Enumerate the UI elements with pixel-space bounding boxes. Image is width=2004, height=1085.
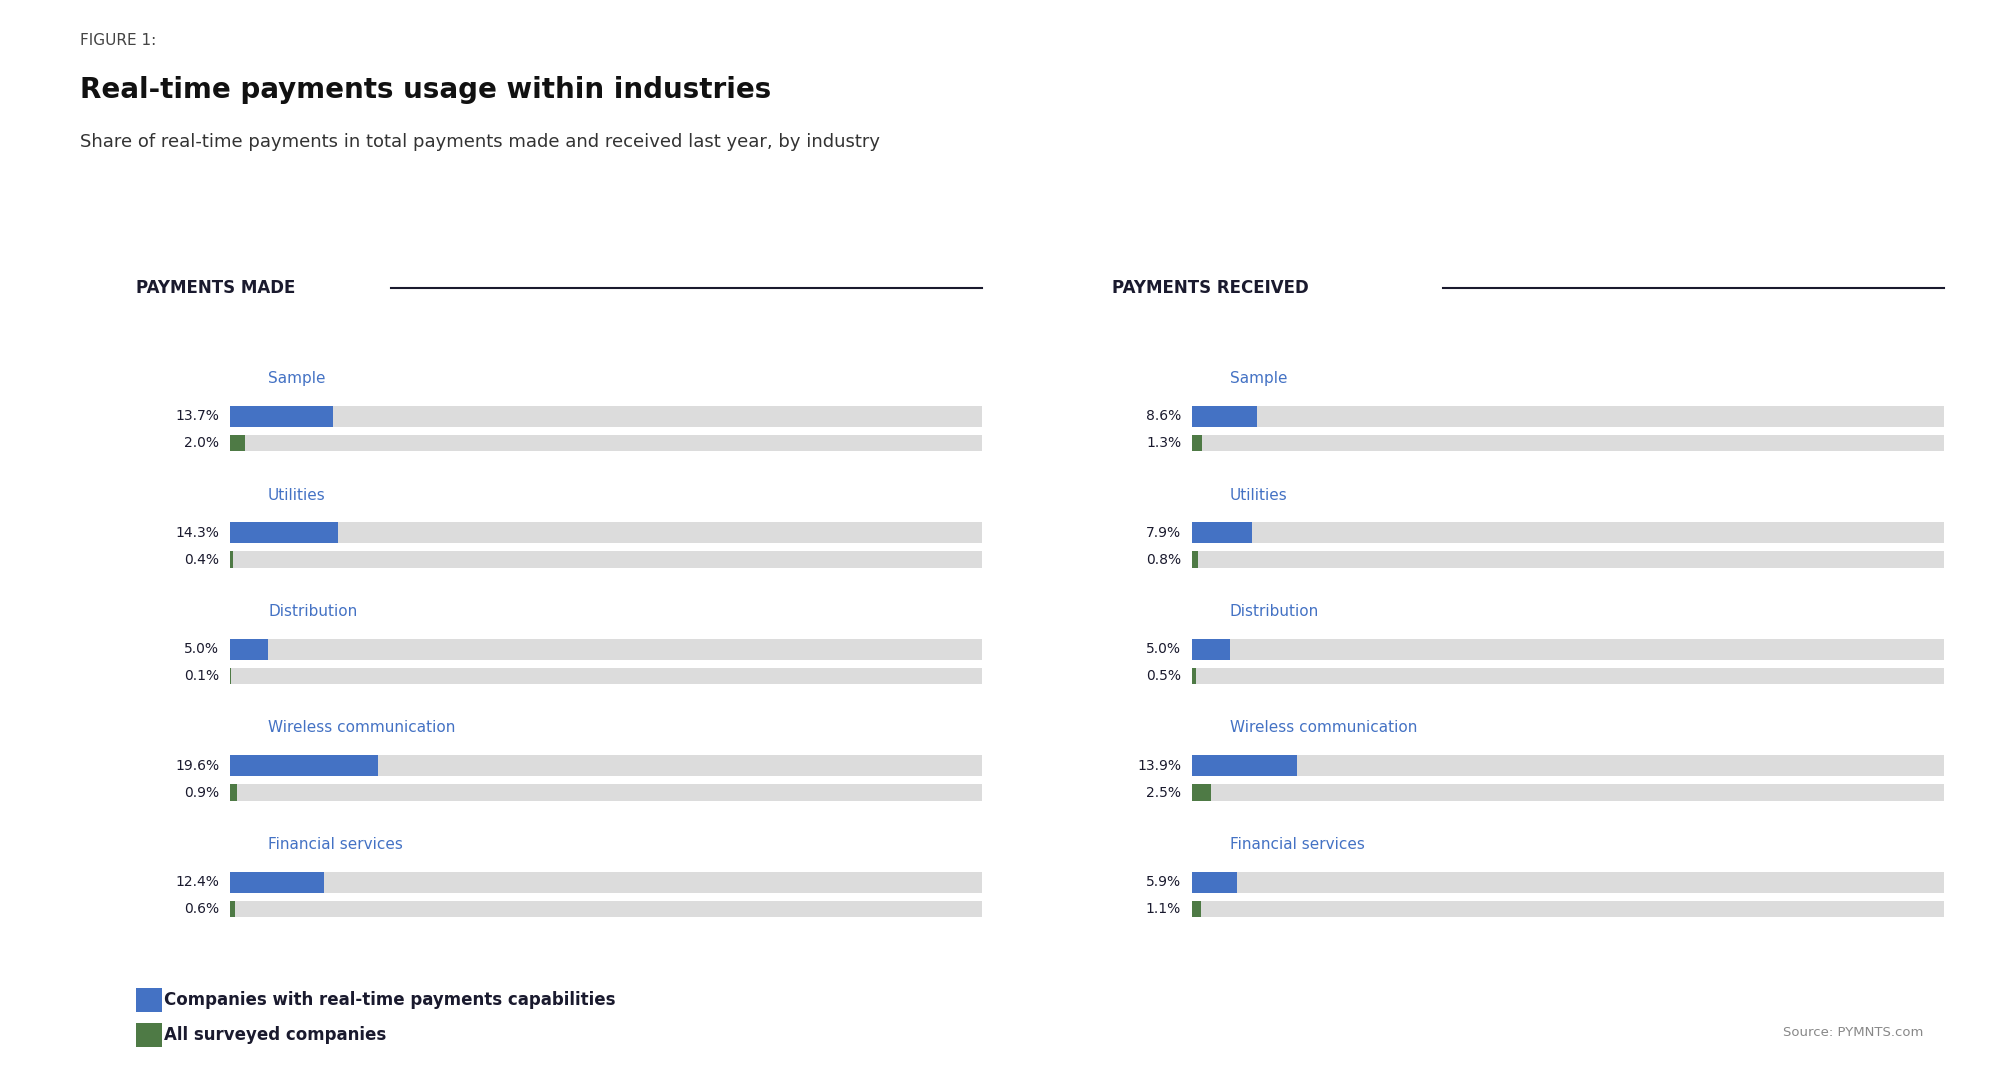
Bar [1192, 755, 1297, 776]
Bar [1192, 435, 1944, 451]
Text: 8.6%: 8.6% [1146, 409, 1180, 423]
Bar [1192, 784, 1944, 801]
Bar [230, 551, 982, 567]
Text: All surveyed companies: All surveyed companies [164, 1026, 387, 1044]
Text: 13.9%: 13.9% [1136, 758, 1180, 773]
Text: Source: PYMNTS.com: Source: PYMNTS.com [1784, 1026, 1924, 1039]
Text: PAYMENTS MADE: PAYMENTS MADE [136, 279, 297, 296]
Text: 13.7%: 13.7% [174, 409, 218, 423]
Text: 2.5%: 2.5% [1146, 786, 1180, 800]
Bar [1192, 755, 1944, 776]
Text: Share of real-time payments in total payments made and received last year, by in: Share of real-time payments in total pay… [80, 133, 880, 152]
Text: 1.3%: 1.3% [1146, 436, 1180, 450]
Bar [230, 871, 325, 893]
Text: Utilities: Utilities [269, 487, 327, 502]
Bar [1192, 551, 1944, 567]
Text: 0.5%: 0.5% [1146, 669, 1180, 684]
Text: Distribution: Distribution [1230, 604, 1319, 618]
Bar [1192, 435, 1202, 451]
Text: 12.4%: 12.4% [174, 876, 218, 890]
Bar [230, 784, 236, 801]
Bar [230, 755, 982, 776]
Text: 7.9%: 7.9% [1146, 526, 1180, 540]
Text: FIGURE 1:: FIGURE 1: [80, 33, 156, 48]
Bar [1192, 901, 1200, 917]
Bar [230, 639, 269, 660]
Bar [230, 522, 339, 544]
Bar [230, 784, 982, 801]
Text: 1.1%: 1.1% [1146, 902, 1180, 916]
Text: 0.4%: 0.4% [184, 552, 218, 566]
Bar [230, 435, 244, 451]
Text: 5.0%: 5.0% [1146, 642, 1180, 656]
Text: 0.8%: 0.8% [1146, 552, 1180, 566]
Bar [1192, 551, 1198, 567]
Bar [1192, 668, 1196, 685]
Bar [230, 406, 333, 426]
Bar [230, 406, 982, 426]
Bar [1192, 522, 1252, 544]
Text: 19.6%: 19.6% [174, 758, 218, 773]
Text: 2.0%: 2.0% [184, 436, 218, 450]
Bar [1192, 522, 1944, 544]
Bar [1192, 639, 1944, 660]
Bar [230, 435, 982, 451]
Bar [230, 551, 232, 567]
Bar [230, 668, 982, 685]
Bar [1192, 668, 1944, 685]
Bar [230, 755, 377, 776]
Text: 5.9%: 5.9% [1146, 876, 1180, 890]
Bar [1192, 784, 1210, 801]
Text: Companies with real-time payments capabilities: Companies with real-time payments capabi… [164, 992, 615, 1009]
Text: Financial services: Financial services [269, 837, 403, 852]
Bar [1192, 871, 1944, 893]
Text: Sample: Sample [269, 371, 325, 386]
Bar [230, 639, 982, 660]
Text: PAYMENTS RECEIVED: PAYMENTS RECEIVED [1112, 279, 1309, 296]
Bar [1192, 871, 1236, 893]
Bar [1192, 901, 1944, 917]
Text: Real-time payments usage within industries: Real-time payments usage within industri… [80, 76, 772, 104]
Bar [230, 901, 982, 917]
Bar [1192, 639, 1230, 660]
Bar [1192, 406, 1944, 426]
Text: 5.0%: 5.0% [184, 642, 218, 656]
Text: 0.1%: 0.1% [184, 669, 218, 684]
Text: Utilities: Utilities [1230, 487, 1289, 502]
Bar [230, 901, 234, 917]
Bar [230, 522, 982, 544]
Text: Financial services: Financial services [1230, 837, 1365, 852]
Bar [230, 871, 982, 893]
Text: Distribution: Distribution [269, 604, 357, 618]
Text: 0.6%: 0.6% [184, 902, 218, 916]
Text: Sample: Sample [1230, 371, 1287, 386]
Text: 0.9%: 0.9% [184, 786, 218, 800]
Text: 14.3%: 14.3% [174, 526, 218, 540]
Bar [1192, 406, 1257, 426]
Text: Wireless communication: Wireless communication [1230, 720, 1417, 736]
Text: Wireless communication: Wireless communication [269, 720, 455, 736]
